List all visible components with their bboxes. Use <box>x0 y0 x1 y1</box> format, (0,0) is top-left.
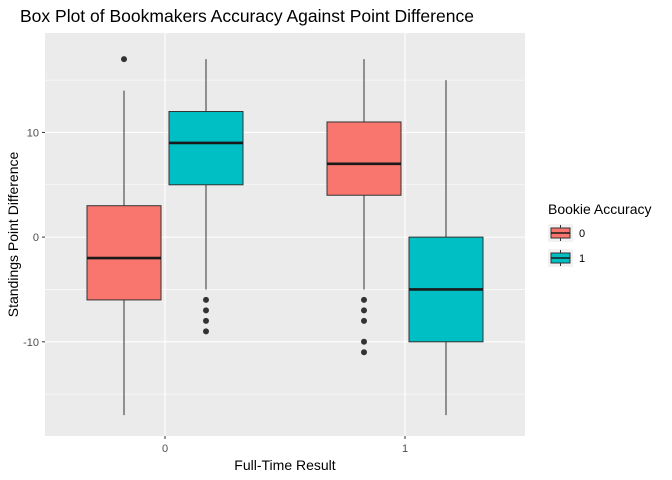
box-0-cat-1 <box>326 59 402 356</box>
outlier-point-3 <box>361 338 367 345</box>
x-tick-label-0: 0 <box>162 443 168 455</box>
outlier-point-0 <box>361 296 367 303</box>
box-0-cat-0 <box>86 56 162 416</box>
outlier-point-2 <box>203 317 209 324</box>
x-axis-title: Full-Time Result <box>234 457 335 473</box>
legend-key-1 <box>548 249 573 267</box>
box-body <box>326 121 402 196</box>
legend-key-0 <box>548 224 573 242</box>
y-tick-label-0: -10 <box>23 337 39 349</box>
box-series <box>86 56 484 416</box>
box-body <box>86 205 162 301</box>
y-axis: -10 0 10 <box>23 127 45 349</box>
legend-title: Bookie Accuracy <box>548 201 652 217</box>
x-tick-label-1: 1 <box>402 443 408 455</box>
y-axis-title: Standings Point Difference <box>5 152 21 318</box>
box-1-cat-0 <box>168 59 244 335</box>
outlier-point-1 <box>361 307 367 314</box>
y-tick-label-1: 0 <box>33 232 39 244</box>
y-tick-label-2: 10 <box>27 127 39 139</box>
legend: Bookie Accuracy 0 1 <box>548 201 652 267</box>
box-body <box>168 111 244 186</box>
legend-label-0: 0 <box>579 228 585 240</box>
outlier-point-4 <box>361 349 367 356</box>
outlier-point-1 <box>203 307 209 314</box>
outlier-point-0 <box>203 296 209 303</box>
chart-title: Box Plot of Bookmakers Accuracy Against … <box>20 6 474 26</box>
outlier-point-3 <box>203 328 209 335</box>
box-1-cat-1 <box>408 80 484 416</box>
outlier-point-2 <box>361 317 367 324</box>
outlier-point-0 <box>121 56 127 63</box>
legend-label-1: 1 <box>579 253 585 265</box>
